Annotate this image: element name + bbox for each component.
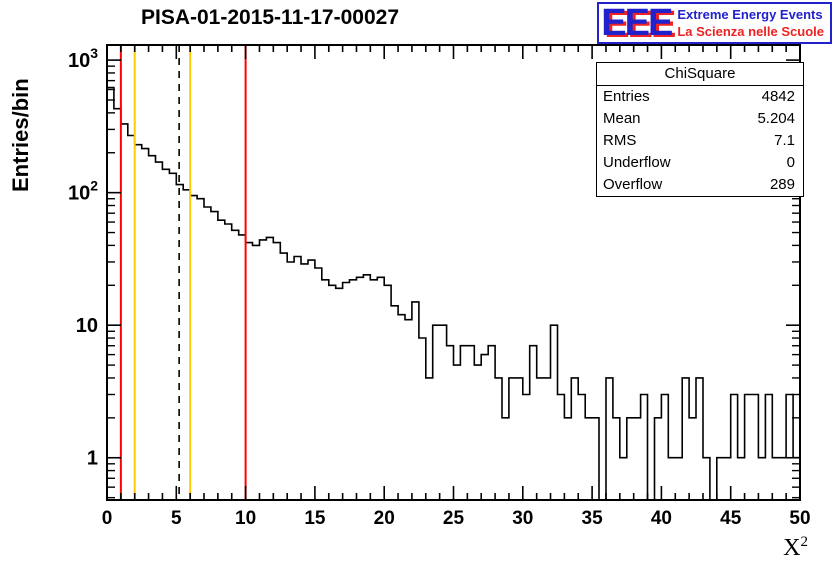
stats-box: ChiSquare Entries 4842 Mean 5.204 RMS 7.… (596, 62, 804, 197)
x-tick-label: 5 (171, 508, 182, 529)
x-tick-label: 0 (102, 508, 113, 529)
eee-logo-line1: Extreme Energy Events (677, 6, 823, 22)
y-tick-label: 103 (68, 45, 98, 72)
x-tick-label: 30 (512, 508, 533, 529)
x-tick-label: 15 (304, 508, 326, 529)
stats-value: 0 (786, 154, 795, 171)
stats-row-rms: RMS 7.1 (597, 130, 803, 152)
x-tick-label: 10 (235, 508, 256, 529)
stats-row-overflow: Overflow 289 (597, 174, 803, 196)
y-axis-title: Entries/bin (8, 78, 33, 192)
y-tick-label: 10 (76, 315, 98, 337)
x-tick-label: 45 (720, 508, 742, 529)
stats-value: 5.204 (757, 110, 795, 127)
x-axis-title-exponent: 2 (800, 534, 809, 550)
eee-logo-line2: La Scienza nelle Scuole (677, 24, 824, 40)
plot-frame (106, 44, 801, 501)
stats-value: 289 (769, 176, 795, 193)
stats-label: Mean (603, 110, 641, 127)
plot-title: PISA-01-2015-11-17-00027 (140, 6, 399, 29)
x-tick-label: 50 (789, 508, 810, 529)
eee-logo: EEE Extreme Energy Events La Scienza nel… (597, 2, 832, 45)
x-tick-label: 25 (443, 508, 465, 529)
stats-box-title: ChiSquare (597, 63, 803, 86)
stats-row-entries: Entries 4842 (597, 86, 803, 108)
stats-row-underflow: Underflow 0 (597, 152, 803, 174)
stats-label: Entries (603, 88, 650, 105)
stats-label: Underflow (603, 154, 671, 171)
stats-value: 4842 (761, 88, 795, 105)
eee-logo-acronym: EEE (601, 2, 673, 44)
x-tick-label: 40 (651, 508, 672, 529)
stats-label: RMS (603, 132, 637, 149)
stats-row-mean: Mean 5.204 (597, 108, 803, 130)
stats-label: Overflow (603, 176, 663, 193)
x-tick-label: 35 (582, 508, 604, 529)
x-axis-title-base: X (783, 535, 801, 561)
y-tick-label: 102 (68, 178, 98, 205)
eee-logo-text: Extreme Energy Events La Scienza nelle S… (677, 6, 824, 41)
y-tick-label: 1 (87, 448, 98, 470)
histogram-step-line (106, 86, 801, 501)
x-tick-label: 20 (374, 508, 395, 529)
x-axis-title: X2 (783, 534, 808, 562)
stats-value: 7.1 (774, 132, 795, 149)
